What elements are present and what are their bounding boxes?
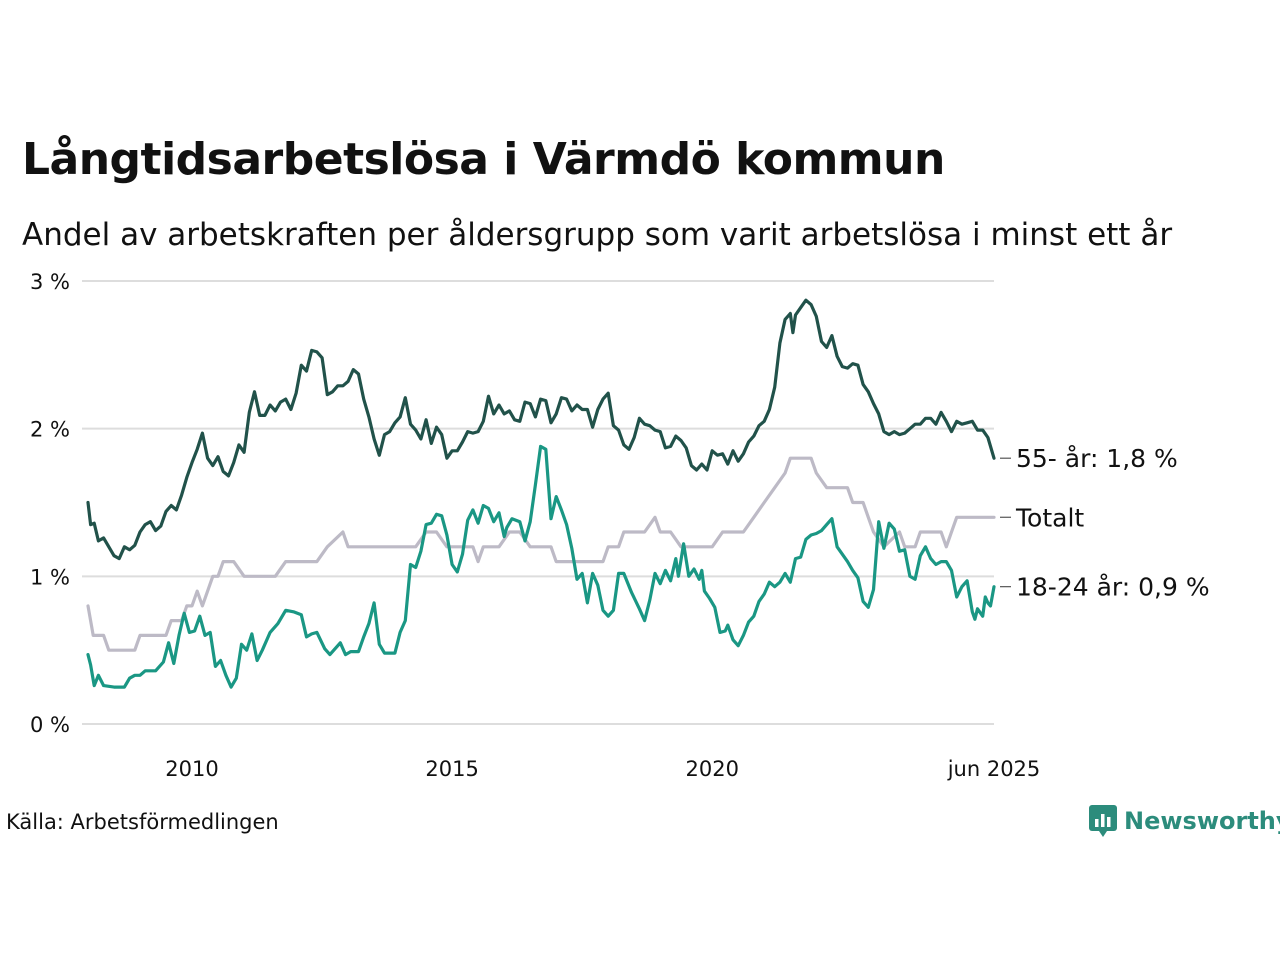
x-tick-label: jun 2025 bbox=[947, 757, 1041, 781]
y-tick-label: 0 % bbox=[30, 713, 70, 737]
series-line bbox=[86, 444, 996, 689]
x-tick-label: 2015 bbox=[425, 757, 478, 781]
series-end-label: 18-24 år: 0,9 % bbox=[1016, 573, 1210, 602]
chart-title: Långtidsarbetslösa i Värmdö kommun bbox=[22, 134, 945, 185]
series-lines bbox=[86, 298, 996, 689]
chart-subtitle: Andel av arbetskraften per åldersgrupp s… bbox=[22, 217, 1173, 253]
brand-name: Newsworthy bbox=[1124, 807, 1280, 835]
newsworthy-icon bbox=[1089, 805, 1117, 837]
series-line bbox=[86, 298, 996, 561]
x-tick-label: 2020 bbox=[686, 757, 739, 781]
series-end-label: Totalt bbox=[1015, 503, 1084, 532]
series-end-label: 55- år: 1,8 % bbox=[1016, 444, 1178, 473]
end-labels: 55- år: 1,8 % Totalt 18-24 år: 0,9 % bbox=[1000, 444, 1210, 602]
x-axis-ticks: 2010 2015 2020 jun 2025 bbox=[165, 757, 1040, 781]
series-line bbox=[86, 456, 996, 652]
gridlines bbox=[82, 280, 994, 725]
y-tick-label: 3 % bbox=[30, 270, 70, 294]
source-note: Källa: Arbetsförmedlingen bbox=[6, 810, 279, 834]
x-tick-label: 2010 bbox=[165, 757, 218, 781]
y-tick-label: 2 % bbox=[30, 418, 70, 442]
y-tick-label: 1 % bbox=[30, 565, 70, 589]
brand-logo[interactable]: Newsworthy bbox=[1088, 804, 1280, 838]
y-axis-ticks: 0 % 1 % 2 % 3 % bbox=[30, 270, 70, 737]
